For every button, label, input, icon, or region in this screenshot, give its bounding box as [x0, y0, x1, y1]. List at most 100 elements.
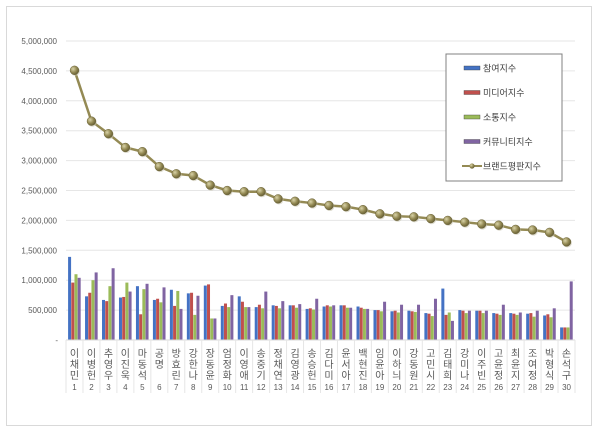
bar-참여지수 — [373, 310, 377, 340]
x-category-label: 이 — [121, 348, 130, 360]
bar-참여지수 — [254, 307, 258, 340]
line-marker — [188, 170, 198, 181]
x-rank-label: 3 — [106, 383, 111, 392]
line-marker — [324, 200, 334, 211]
x-rank-label: 12 — [257, 383, 266, 392]
bar-참여지수 — [68, 256, 72, 340]
y-tick-label: 4,000,000 — [21, 97, 57, 106]
x-category-label: 우 — [104, 370, 113, 382]
bar-소통지수 — [430, 316, 434, 340]
bar-미디어지수 — [376, 310, 380, 340]
bar-미디어지수 — [122, 296, 126, 340]
line-marker — [222, 185, 232, 196]
bar-미디어지수 — [478, 310, 482, 340]
bar-참여지수 — [543, 315, 547, 340]
bar-소통지수 — [532, 316, 536, 340]
bar-참여지수 — [186, 293, 190, 340]
bar-소통지수 — [396, 312, 400, 340]
line-marker — [510, 224, 521, 235]
x-rank-label: 11 — [240, 383, 249, 392]
bar-커뮤니티지수 — [196, 295, 200, 340]
bar-소통지수 — [91, 280, 95, 340]
bar-커뮤니티지수 — [162, 287, 166, 340]
line-marker — [154, 161, 164, 172]
x-category-label: 다 — [324, 359, 333, 371]
bar-미디어지수 — [173, 305, 177, 340]
bar-미디어지수 — [461, 310, 465, 340]
x-rank-label: 23 — [443, 383, 452, 392]
x-category-label: 명 — [155, 359, 164, 371]
legend-swatch-icon — [463, 114, 481, 120]
x-category-label: 화 — [223, 370, 232, 382]
x-rank-label: 20 — [392, 383, 401, 392]
line-marker — [426, 213, 436, 224]
x-category-label: 김 — [324, 348, 333, 360]
line-marker — [561, 237, 572, 247]
bar-커뮤니티지수 — [264, 291, 268, 340]
line-marker — [137, 146, 148, 157]
bar-커뮤니티지수 — [569, 281, 573, 340]
x-rank-label: 21 — [409, 383, 418, 392]
x-category-label: 영 — [240, 359, 249, 371]
bar-소통지수 — [464, 313, 468, 340]
x-category-label: 여 — [528, 359, 537, 371]
x-category-label: 이 — [392, 348, 401, 360]
bar-참여지수 — [424, 313, 428, 340]
x-category-label: 식 — [545, 370, 554, 382]
bar-소통지수 — [159, 302, 163, 340]
bar-참여지수 — [475, 310, 479, 340]
x-rank-label: 6 — [157, 383, 162, 392]
line-marker — [341, 201, 351, 212]
bar-참여지수 — [322, 306, 326, 340]
bar-참여지수 — [441, 288, 445, 340]
y-tick-label: 2,000,000 — [21, 216, 57, 225]
x-category-label: 최 — [511, 348, 520, 360]
line-series-brand-reputation — [69, 65, 572, 248]
legend-label: 소통지수 — [483, 113, 516, 124]
bar-소통지수 — [515, 314, 519, 340]
bar-미디어지수 — [257, 304, 261, 340]
bar-소통지수 — [295, 307, 299, 340]
bar-커뮤니티지수 — [179, 308, 183, 340]
x-category-label: 김 — [290, 348, 299, 360]
x-category-label: 원 — [409, 370, 418, 382]
y-tick-label: 2,500,000 — [21, 187, 57, 196]
bar-미디어지수 — [240, 301, 244, 340]
x-rank-label: 8 — [191, 383, 196, 392]
x-axis: 이채민1이병헌2추영우3이진욱4마동석5공명6방효린7강한나8장동윤9엄정화10… — [65, 339, 576, 393]
line-marker — [460, 217, 470, 227]
bar-참여지수 — [118, 297, 122, 340]
bar-미디어지수 — [274, 305, 278, 340]
x-category-label: 윤 — [375, 359, 384, 371]
line-marker — [375, 209, 385, 219]
x-rank-label: 29 — [545, 383, 554, 392]
x-category-label: 이 — [477, 348, 486, 360]
bar-참여지수 — [458, 310, 462, 340]
x-category-label: 하 — [392, 358, 401, 371]
line-marker — [256, 187, 266, 197]
x-rank-label: 13 — [274, 383, 283, 392]
x-category-label: 한 — [189, 359, 198, 371]
bar-소통지수 — [193, 314, 197, 340]
x-category-label: 마 — [138, 348, 147, 360]
bar-커뮤니티지수 — [281, 301, 285, 340]
x-category-label: 엄 — [223, 348, 232, 360]
bar-미디어지수 — [223, 303, 227, 340]
bar-커뮤니티지수 — [433, 298, 437, 340]
bar-커뮤니티지수 — [298, 304, 302, 340]
bar-커뮤니티지수 — [467, 310, 471, 340]
bar-series-group — [68, 256, 573, 340]
line-marker — [69, 65, 80, 75]
x-category-label: 석 — [562, 359, 571, 371]
bar-참여지수 — [152, 299, 156, 340]
line-marker — [307, 198, 317, 208]
bar-소통지수 — [549, 317, 553, 340]
bar-참여지수 — [492, 313, 496, 340]
x-category-label: 애 — [240, 370, 249, 382]
x-category-label: 강 — [189, 348, 198, 360]
bar-소통지수 — [108, 286, 112, 340]
x-category-label: 효 — [172, 359, 181, 371]
x-rank-label: 27 — [511, 383, 520, 392]
x-category-label: 김 — [443, 348, 452, 360]
bar-커뮤니티지수 — [315, 298, 319, 340]
